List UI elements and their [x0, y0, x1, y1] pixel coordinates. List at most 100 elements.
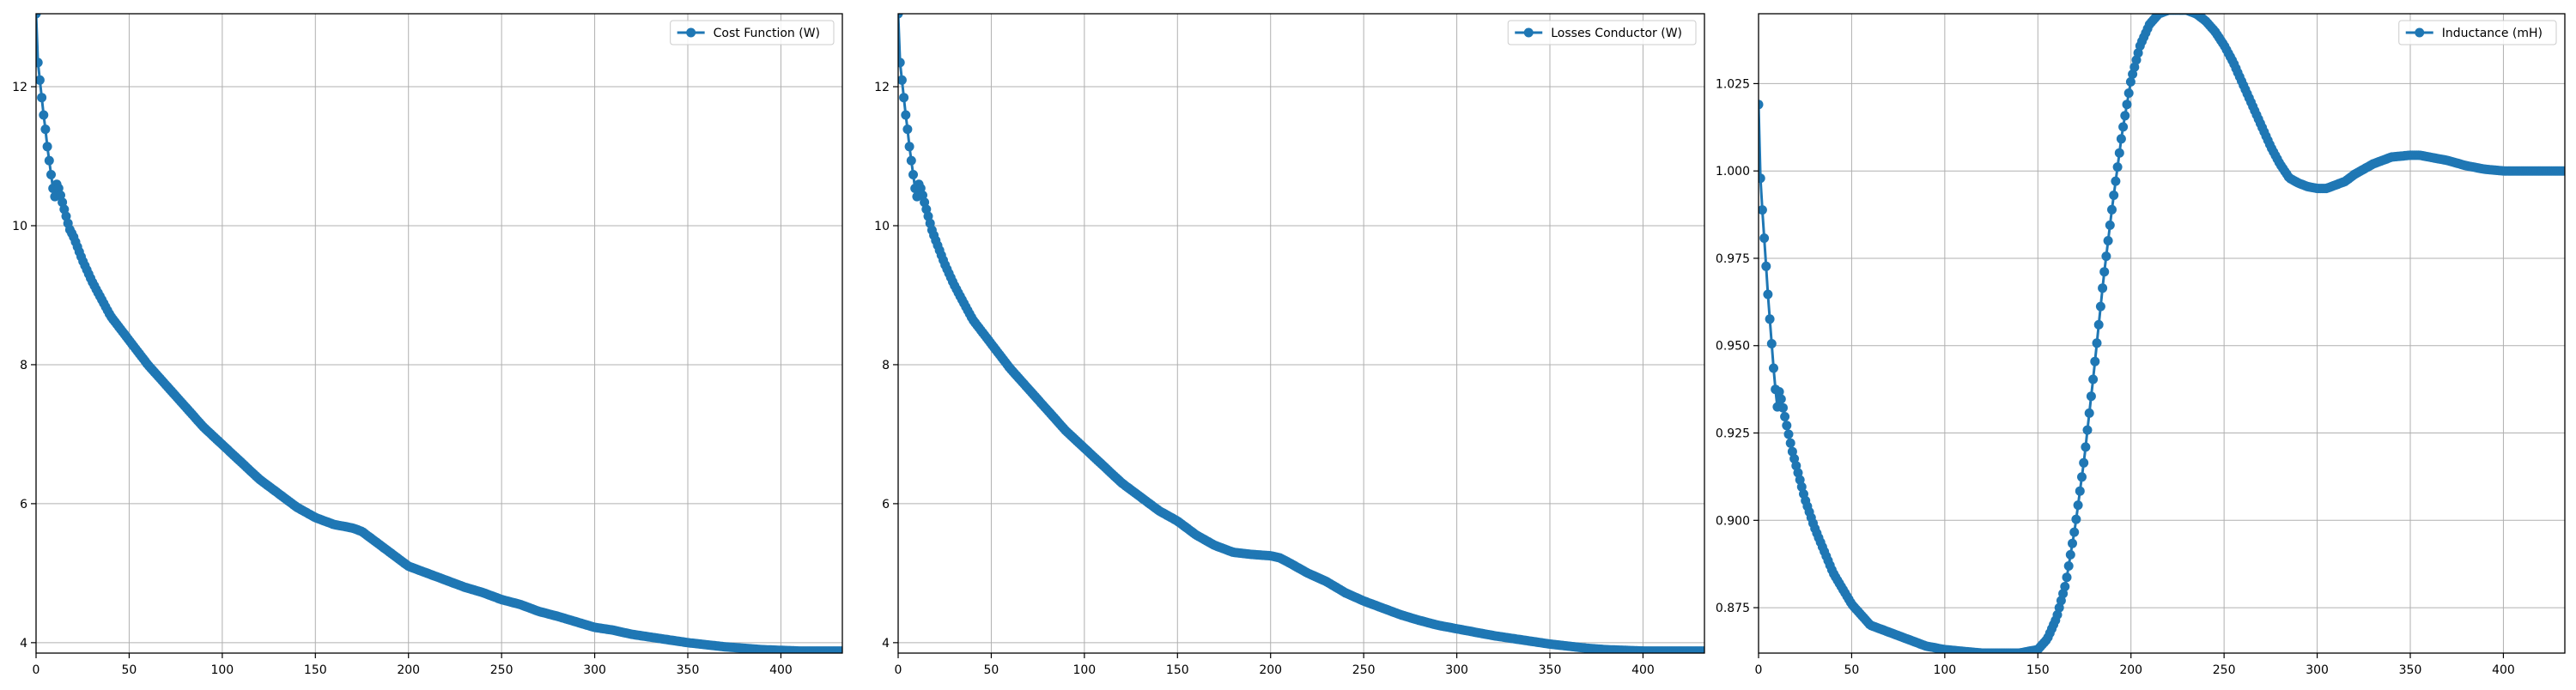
data-point: [2079, 457, 2089, 468]
data-point: [46, 170, 56, 179]
data-point: [2065, 549, 2075, 560]
y-tick-label: 0.875: [1716, 602, 1750, 615]
data-point: [2095, 301, 2105, 312]
data-point: [1783, 429, 1794, 439]
legend-label: Cost Function (W): [714, 27, 820, 40]
data-point: [902, 124, 913, 135]
data-point: [2123, 88, 2134, 98]
data-point: [898, 75, 907, 85]
legend: Cost Function (W): [670, 20, 835, 45]
y-tick-label: 4: [20, 637, 27, 651]
x-tick-label: 150: [1166, 663, 1189, 677]
x-tick-label: 50: [984, 663, 999, 677]
data-point: [1763, 289, 1773, 300]
data-point: [1769, 363, 1778, 373]
data-point: [1759, 205, 1767, 215]
data-point: [2101, 251, 2111, 262]
x-tick-label: 350: [677, 663, 700, 677]
data-point: [2092, 338, 2102, 348]
x-tick-label: 0: [33, 663, 40, 677]
data-point: [2105, 220, 2115, 230]
x-tick-label: 200: [397, 663, 420, 677]
data-point: [901, 110, 911, 120]
data-point: [2560, 166, 2565, 176]
series-1: [1759, 14, 2565, 653]
data-point: [1759, 233, 1770, 243]
data-point: [837, 646, 842, 653]
y-tick-label: 8: [882, 359, 890, 372]
data-point: [2063, 561, 2074, 571]
data-point: [2075, 486, 2085, 496]
data-point: [1765, 314, 1775, 324]
y-tick-label: 1.000: [1716, 165, 1750, 179]
data-point: [36, 58, 43, 68]
legend-label: Losses Conductor (W): [1551, 27, 1682, 40]
data-point: [904, 142, 914, 152]
y-tick-label: 10: [12, 220, 27, 233]
data-point: [1787, 446, 1797, 457]
data-point: [2098, 283, 2108, 294]
data-point: [2118, 122, 2129, 132]
x-tick-label: 300: [2306, 663, 2329, 677]
data-point: [2111, 176, 2121, 186]
x-tick-label: 250: [490, 663, 513, 677]
x-tick-label: 300: [583, 663, 606, 677]
data-point: [1774, 387, 1784, 396]
y-tick-label: 12: [874, 81, 890, 94]
x-tick-label: 400: [2492, 663, 2515, 677]
legend-box: [1507, 20, 1697, 45]
data-point: [2112, 162, 2123, 172]
chart-3: 0 50 100 150 200 250 300 350 400 0.875 0.900 0.925 0…: [1716, 13, 2566, 677]
x-tick-label: 50: [122, 663, 137, 677]
data-point: [2103, 236, 2113, 245]
data-point: [37, 93, 47, 103]
axes-frame: [897, 13, 1705, 654]
data-point: [2122, 100, 2132, 110]
data-point: [36, 14, 41, 19]
data-point: [1785, 438, 1795, 448]
y-tick-label: 4: [882, 637, 890, 651]
data-point: [2068, 538, 2077, 548]
legend-label: Inductance (mH): [2442, 27, 2543, 40]
x-tick-label: 200: [1259, 663, 1282, 677]
data-point: [1761, 261, 1771, 271]
legend: Losses Conductor (W): [1507, 20, 1697, 45]
data-point: [1699, 646, 1704, 653]
y-tick-label: 0.950: [1716, 340, 1750, 354]
data-point: [40, 124, 51, 135]
data-point: [2073, 500, 2083, 511]
x-tick-label: 100: [210, 663, 234, 677]
data-point: [2060, 582, 2070, 591]
data-point: [2086, 391, 2096, 402]
data-point: [1776, 394, 1786, 404]
data-point: [2125, 76, 2136, 87]
series-1: [36, 14, 842, 653]
data-point: [906, 155, 916, 166]
data-point: [2071, 514, 2081, 524]
data-point: [2129, 62, 2140, 72]
data-point: [42, 142, 52, 152]
data-point: [2109, 191, 2119, 200]
axes-frame: [1758, 13, 2566, 654]
data-point: [2088, 374, 2099, 384]
data-point: [898, 58, 905, 68]
data-point: [908, 170, 918, 179]
x-tick-label: 250: [1352, 663, 1376, 677]
legend: Inductance (mH): [2398, 20, 2557, 45]
legend-marker: [1523, 27, 1534, 38]
data-point: [2062, 572, 2072, 583]
data-point: [2084, 408, 2094, 418]
x-tick-label: 0: [895, 663, 902, 677]
y-tick-label: 6: [20, 498, 27, 511]
data-point: [898, 14, 903, 19]
x-tick-label: 150: [2026, 663, 2050, 677]
data-point: [899, 93, 909, 103]
chart-2: 0 50 100 150 200 250 300 350 400 4 6 8 10 12 Losses Co…: [874, 13, 1705, 677]
data-point: [1759, 173, 1765, 184]
x-tick-label: 200: [2119, 663, 2142, 677]
x-tick-label: 100: [1072, 663, 1096, 677]
chart-1: 0 50 100 150 200 250 300 350 400 4 6 8 10 12 Cost Func…: [12, 13, 843, 677]
data-point: [1778, 402, 1788, 413]
